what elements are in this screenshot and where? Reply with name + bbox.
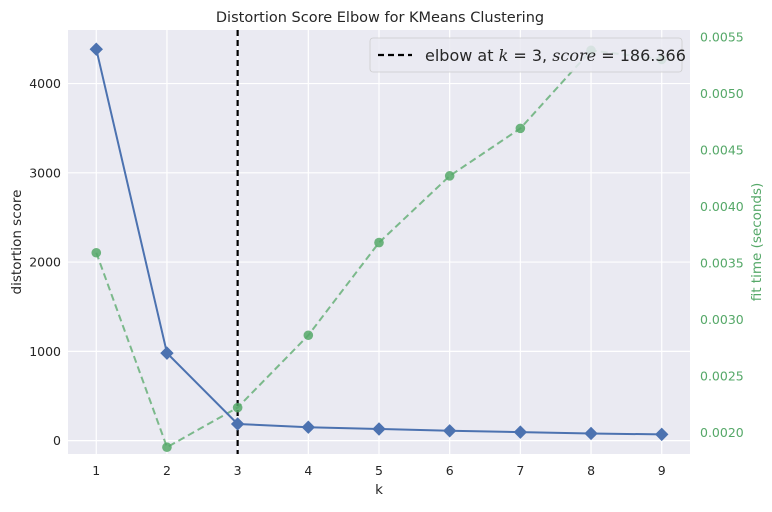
fit-time-point <box>445 171 455 181</box>
y2-tick-label: 0.0055 <box>700 29 744 44</box>
y-tick-label: 1000 <box>29 344 61 359</box>
x-axis-label: k <box>375 482 383 498</box>
y2-tick-label: 0.0025 <box>700 368 744 383</box>
legend-eq1: = 3, <box>508 46 552 65</box>
legend-eq2: = 186.366 <box>596 46 686 65</box>
y2-tick-label: 0.0045 <box>700 142 744 157</box>
fit-time-point <box>162 442 172 452</box>
fit-time-point <box>374 238 384 248</box>
x-tick-label: 9 <box>658 463 666 478</box>
y2-tick-label: 0.0035 <box>700 255 744 270</box>
x-tick-label: 5 <box>375 463 383 478</box>
x-tick-label: 3 <box>234 463 242 478</box>
y2-tick-label: 0.0050 <box>700 86 744 101</box>
y-tick-label: 0 <box>53 433 61 448</box>
legend: elbow at k = 3, score = 186.366 <box>370 38 686 72</box>
x-tick-label: 2 <box>163 463 171 478</box>
x-tick-label: 8 <box>587 463 595 478</box>
y2-tick-label: 0.0020 <box>700 425 744 440</box>
y2-axis-label: fit time (seconds) <box>749 183 765 302</box>
fit-time-point <box>233 403 243 413</box>
x-tick-label: 6 <box>446 463 454 478</box>
y-tick-label: 4000 <box>29 76 61 91</box>
fit-time-point <box>304 330 314 340</box>
fit-time-point <box>516 124 526 134</box>
x-tick-label: 7 <box>516 463 524 478</box>
x-tick-label: 4 <box>304 463 312 478</box>
y2-tick-label: 0.0030 <box>700 312 744 327</box>
y-axis-label: distortion score <box>9 190 25 295</box>
legend-score-symbol: score <box>552 46 596 65</box>
y-tick-label: 3000 <box>29 165 61 180</box>
fit-time-point <box>91 248 101 258</box>
y-tick-label: 2000 <box>29 255 61 270</box>
chart-title: Distortion Score Elbow for KMeans Cluste… <box>216 10 544 26</box>
y2-tick-label: 0.0040 <box>700 199 744 214</box>
legend-prefix: elbow at <box>425 46 499 65</box>
legend-k-symbol: k <box>499 46 509 65</box>
legend-elbow-label: elbow at k = 3, score = 186.366 <box>425 46 686 65</box>
x-tick-label: 1 <box>92 463 100 478</box>
